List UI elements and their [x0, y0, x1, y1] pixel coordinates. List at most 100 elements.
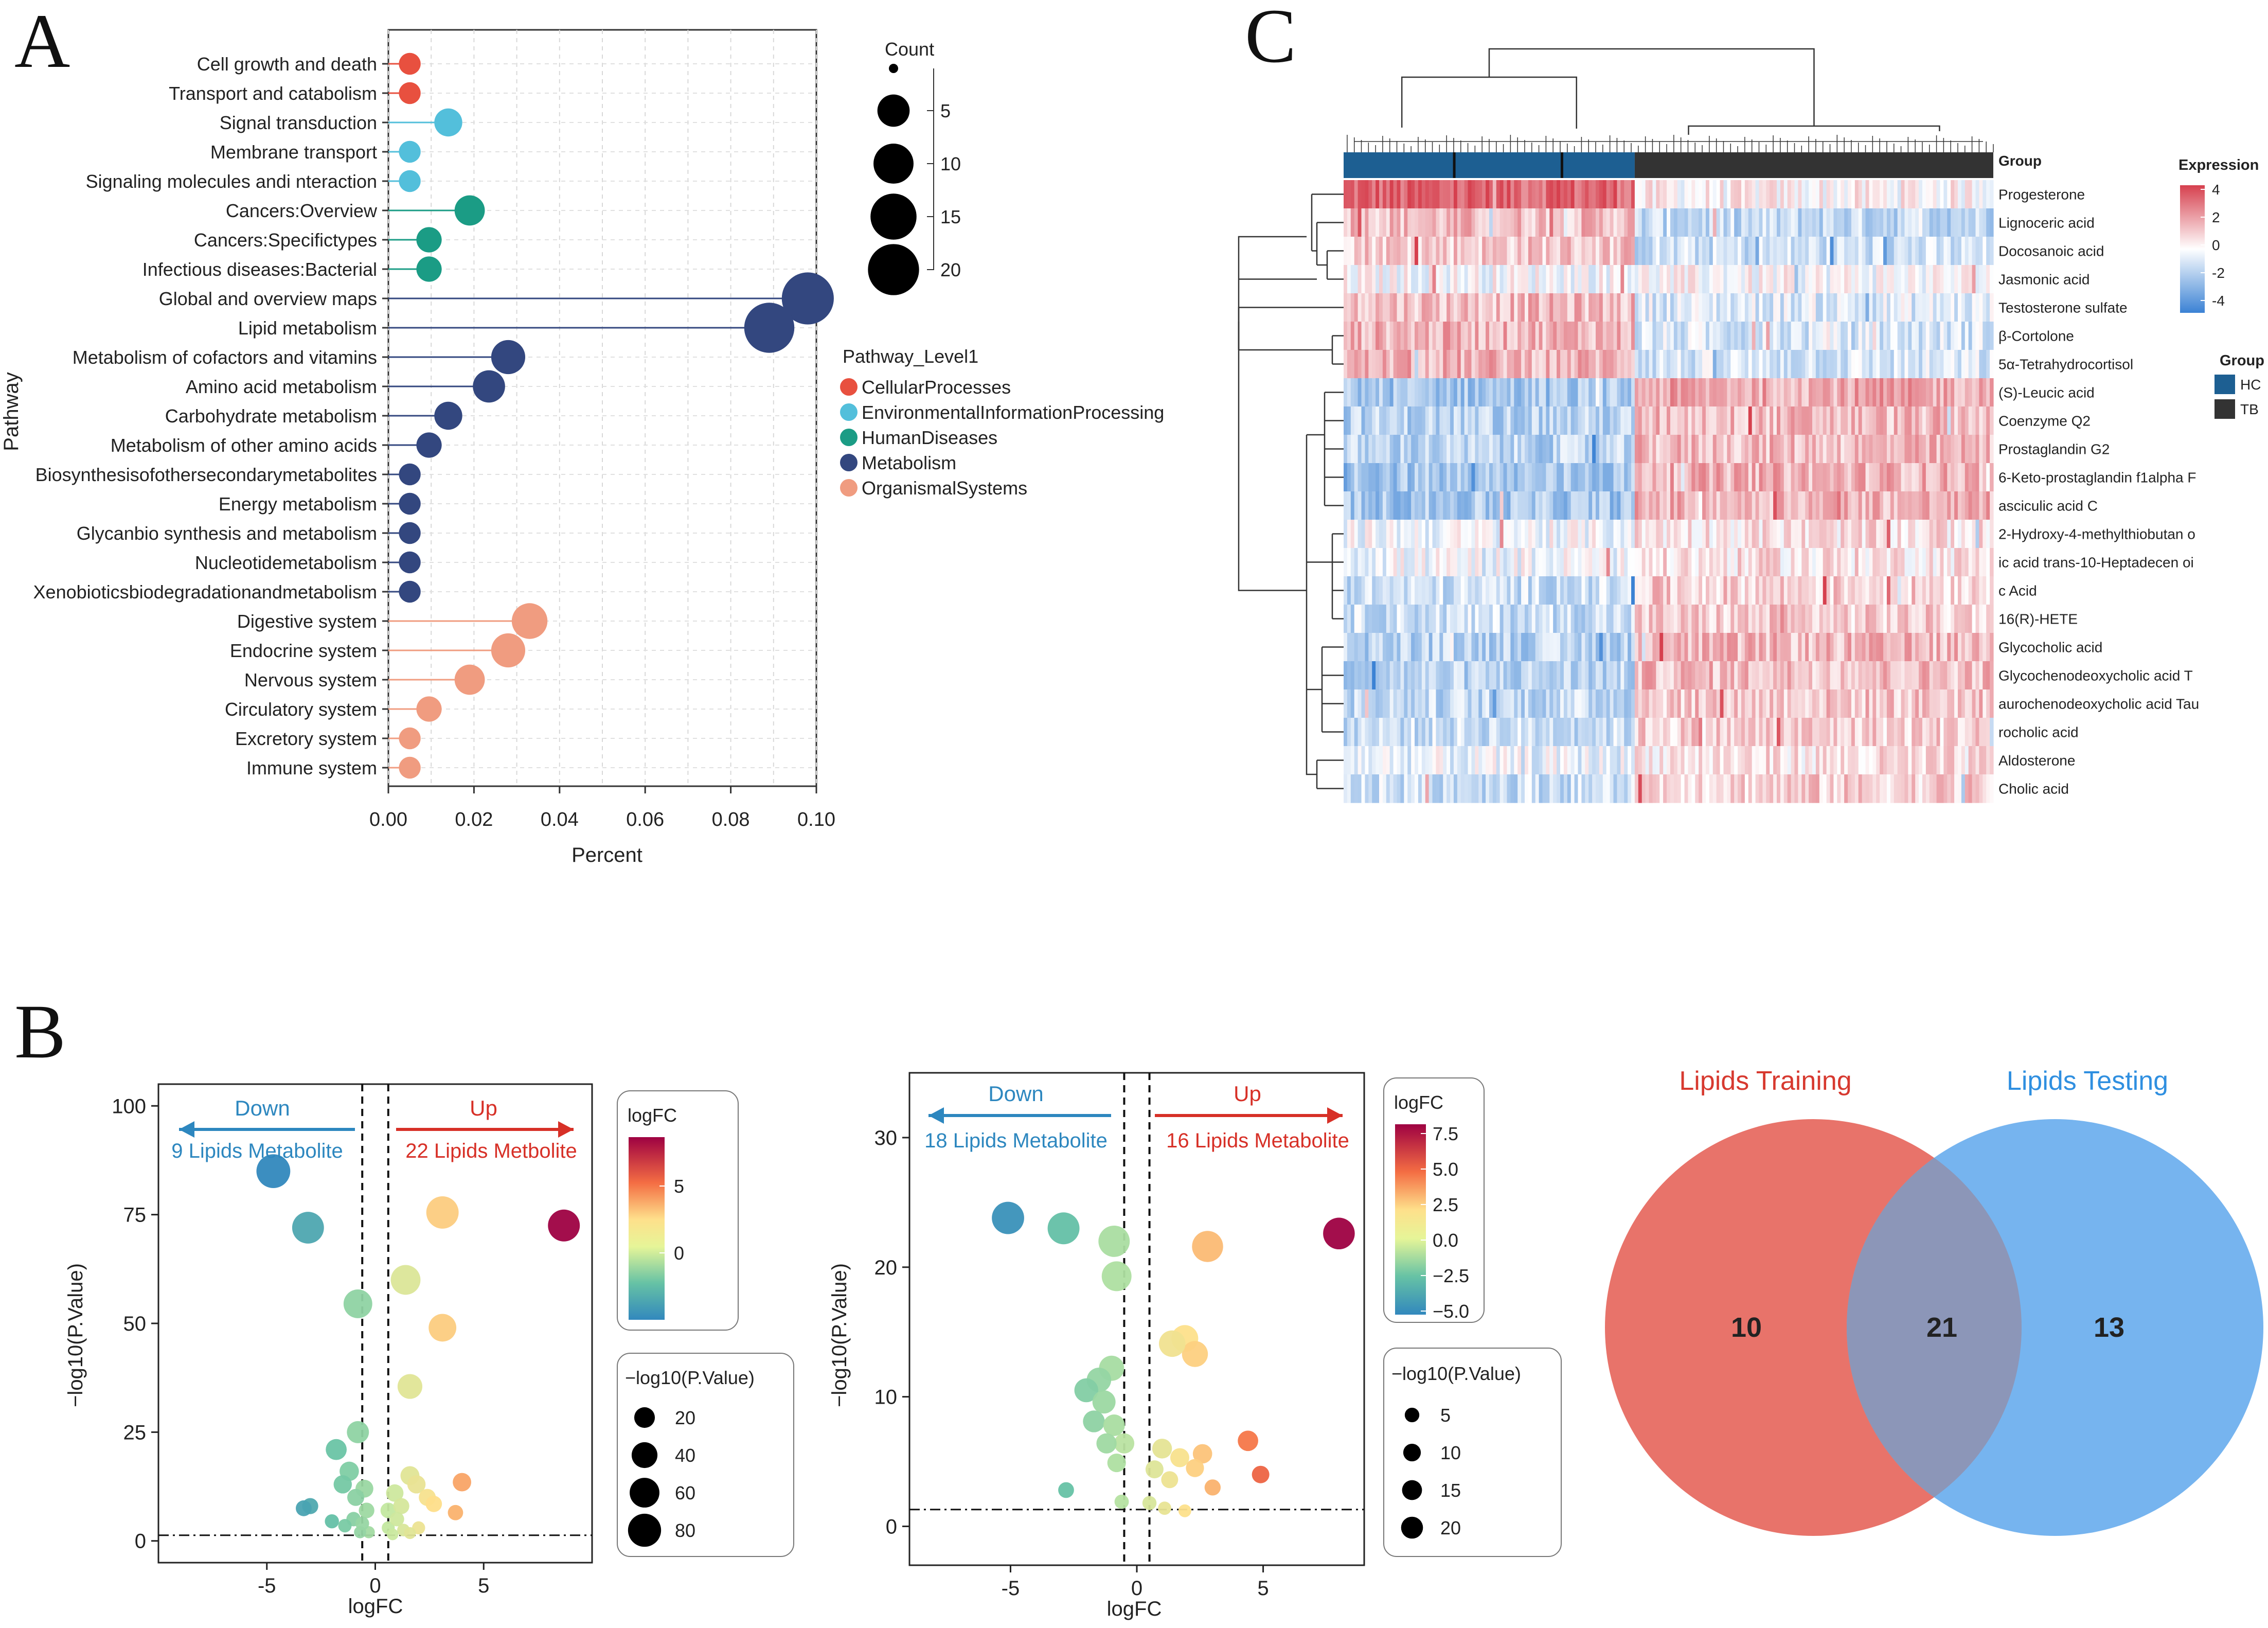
heatmap-cell: [1517, 265, 1522, 294]
heatmap-cell: [1705, 265, 1710, 294]
heatmap-cell: [1908, 237, 1912, 266]
heatmap-cell: [1407, 661, 1412, 690]
heatmap-cell: [1876, 237, 1880, 266]
heatmap-cell: [1979, 350, 1983, 379]
heatmap-cell: [1397, 689, 1401, 718]
heatmap-cell: [1972, 520, 1976, 548]
heatmap-cell: [1634, 520, 1639, 548]
heatmap-cell: [1489, 293, 1493, 322]
heatmap-cell: [1890, 520, 1895, 548]
heatmap-cell: [1382, 548, 1387, 577]
heatmap-cell: [1557, 350, 1561, 379]
heatmap-cell: [1798, 605, 1802, 633]
heatmap-cell: [1542, 180, 1546, 209]
heatmap-cell: [1524, 520, 1529, 548]
heatmap-cell: [1596, 378, 1600, 407]
heatmap-cell: [1517, 689, 1522, 718]
heatmap-cell: [1361, 491, 1366, 520]
heatmap-cell: [1517, 774, 1522, 803]
heatmap-cell: [1645, 265, 1650, 294]
heatmap-cell: [1344, 661, 1348, 690]
heatmap-cell: [1901, 406, 1905, 435]
lollipop-point: [399, 727, 421, 750]
heatmap-cell: [1744, 576, 1749, 605]
heatmap-cell: [1972, 774, 1976, 803]
heatmap-cell: [1983, 661, 1987, 690]
heatmap-cell: [1499, 746, 1504, 775]
heatmap-cell: [1641, 406, 1646, 435]
heatmap-cell: [1940, 237, 1944, 266]
heatmap-cell: [1617, 435, 1621, 464]
heatmap-cell: [1954, 689, 1958, 718]
heatmap-cell: [1777, 605, 1781, 633]
heatmap-cell: [1376, 265, 1380, 294]
heatmap-cell: [1691, 378, 1695, 407]
heatmap-cell: [1876, 378, 1880, 407]
heatmap-cell: [1542, 378, 1546, 407]
heatmap-cell: [1535, 293, 1540, 322]
heatmap-cell: [1475, 746, 1479, 775]
heatmap-cell: [1567, 746, 1571, 775]
heatmap-cell: [1567, 520, 1571, 548]
color-legend-box-testing: [1383, 1077, 1485, 1323]
heatmap-cell: [1741, 350, 1745, 379]
heatmap-cell: [1805, 180, 1809, 209]
group-bar-tb: [1634, 152, 1993, 178]
heatmap-cell: [1705, 491, 1710, 520]
heatmap-cell: [1787, 605, 1792, 633]
heatmap-cell: [1990, 378, 1994, 407]
heatmap-cell: [1912, 463, 1916, 492]
heatmap-cell: [1499, 633, 1504, 662]
heatmap-cell: [1539, 718, 1543, 747]
heatmap-cell: [1915, 322, 1919, 350]
volcano-point: [393, 1498, 409, 1514]
heatmap-cell: [1439, 265, 1443, 294]
heatmap-cell: [1705, 718, 1710, 747]
heatmap-cell: [1943, 548, 1948, 577]
heatmap-cell: [1986, 435, 1990, 464]
heatmap-cell: [1957, 378, 1962, 407]
heatmap-cell: [1968, 435, 1973, 464]
heatmap-cell: [1397, 633, 1401, 662]
heatmap-cell: [1659, 378, 1664, 407]
heatmap-cell: [1929, 406, 1934, 435]
heatmap-cell: [1894, 322, 1898, 350]
heatmap-cell: [1404, 520, 1408, 548]
heatmap-cell: [1443, 576, 1447, 605]
heatmap-cell: [1560, 322, 1564, 350]
heatmap-cell: [1524, 378, 1529, 407]
heatmap-cell: [1464, 689, 1469, 718]
heatmap-cell: [1787, 350, 1792, 379]
heatmap-cell: [1361, 548, 1366, 577]
x-tick-label: -5: [258, 1574, 276, 1597]
heatmap-cell: [1628, 180, 1632, 209]
heatmap-cell: [1876, 406, 1880, 435]
heatmap-cell: [1439, 435, 1443, 464]
heatmap-cell: [1904, 718, 1908, 747]
heatmap-cell: [1560, 350, 1564, 379]
heatmap-cell: [1482, 520, 1486, 548]
heatmap-cell: [1631, 463, 1635, 492]
heatmap-cell: [1521, 520, 1525, 548]
heatmap-cell: [1514, 774, 1518, 803]
heatmap-cell: [1947, 605, 1951, 633]
heatmap-cell: [1428, 661, 1433, 690]
heatmap-cell: [1922, 520, 1926, 548]
heatmap-cell: [1628, 548, 1632, 577]
heatmap-cell: [1777, 491, 1781, 520]
heatmap-cell: [1688, 774, 1692, 803]
heatmap-cell: [1663, 406, 1667, 435]
heatmap-cell: [1709, 633, 1713, 662]
heatmap-cell: [1457, 491, 1461, 520]
heatmap-cell: [1830, 746, 1834, 775]
heatmap-cell: [1783, 237, 1788, 266]
heatmap-cell: [1844, 237, 1848, 266]
heatmap-cell: [1851, 661, 1855, 690]
heatmap-cell: [1883, 322, 1887, 350]
heatmap-cell: [1376, 208, 1380, 237]
heatmap-cell: [1954, 718, 1958, 747]
heatmap-cell: [1734, 661, 1738, 690]
heatmap-cell: [1830, 491, 1834, 520]
heatmap-cell: [1744, 237, 1749, 266]
